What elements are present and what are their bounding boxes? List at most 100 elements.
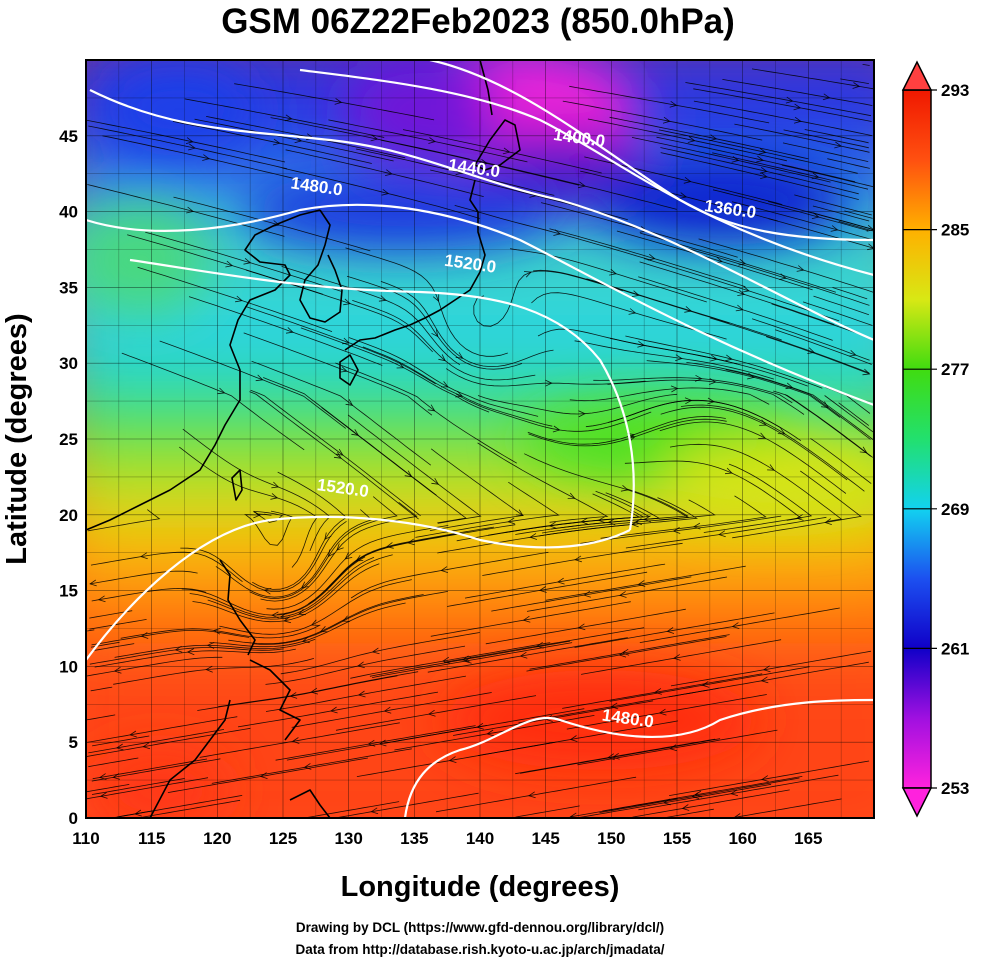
streamline-arrow [303,763,312,770]
y-tick-label: 25 [59,430,78,449]
coast-japan [344,179,486,351]
x-tick-label: 165 [794,829,822,848]
streamline-arrow [385,169,393,176]
streamline [813,295,870,316]
streamline-arrow [793,103,802,111]
streamline [245,269,433,353]
streamline-arrow [186,648,195,656]
streamline [380,281,554,368]
streamline-arrow [662,116,671,124]
streamline [306,801,400,818]
streamline [751,318,870,361]
streamline-arrow [297,608,306,616]
streamline [276,532,462,615]
streamline-arrow [225,260,234,268]
streamline [250,389,421,517]
streamline [181,556,366,616]
streamline-arrow [441,381,449,388]
streamline [587,118,787,162]
streamline [275,725,476,761]
contour-1400 [299,68,874,277]
streamline [732,470,862,539]
streamline [87,716,238,743]
streamline [285,149,484,197]
streamline-arrow [343,298,351,306]
streamline [569,387,770,405]
streamline-arrow [691,792,700,799]
streamline-arrow [522,615,531,623]
streamline [291,692,492,728]
streamline-arrow [289,692,298,699]
streamline [827,158,870,169]
streamline-arrow [679,192,688,199]
streamline-arrow [357,661,365,669]
streamline [120,624,321,639]
streamline [86,656,223,677]
coast-sakhalin [479,60,493,116]
streamline [429,448,524,531]
streamline [464,563,666,599]
streamline-arrow [185,137,194,144]
streamline [658,129,858,174]
colorbar-tick-label: 285 [941,221,969,240]
streamline-arrow [319,626,328,633]
streamline [328,119,528,163]
lat-lon-grid [86,60,874,818]
streamline [265,645,466,685]
streamline [430,601,631,637]
x-axis-label: Longitude (degrees) [341,871,620,903]
streamline-arrow [811,212,820,219]
streamline-arrow [427,404,436,412]
coast-hokkaido [474,119,521,171]
streamline [266,525,449,610]
streamline [444,627,645,663]
streamline-arrow [113,666,122,674]
streamline-arrow [486,729,495,737]
streamline [639,607,840,643]
streamline-arrow [669,100,678,108]
streamline-arrow [619,591,627,598]
streamline [447,571,648,607]
streamline-arrow [681,804,690,811]
x-tick-label: 115 [138,829,165,848]
y-tick-label: 30 [59,354,78,373]
streamline [824,395,874,433]
streamline-arrow [89,579,97,587]
streamline [91,587,207,602]
streamline-arrow [822,93,831,101]
streamline-arrow [142,742,151,750]
streamline [712,189,869,231]
streamline [660,152,859,200]
y-tick-label: 10 [59,657,78,676]
streamline [639,261,835,325]
streamline [348,337,539,417]
streamline [215,509,373,598]
streamline-arrow [371,647,380,655]
streamline-arrow [367,739,376,747]
streamline [437,523,638,554]
streamline [89,619,147,630]
streamline [781,164,874,188]
streamline-arrow [567,492,576,499]
streamline [537,328,737,365]
colorbar-body [902,89,932,789]
streamline [218,671,419,708]
streamline-arrow [760,172,768,179]
streamline [92,758,208,780]
streamline [90,551,243,583]
streamline-arrow [670,385,679,393]
x-tick-label: 130 [334,829,362,848]
streamline [87,184,285,237]
streamline-arrow [432,294,440,303]
streamline-arrow [741,285,750,293]
streamline-arrow [519,651,528,659]
streamline [767,201,874,231]
streamline-arrow [761,775,769,782]
coast-kyushu [339,354,359,386]
streamline-arrow [134,809,142,817]
streamline [270,117,470,160]
streamline [703,463,813,533]
streamline-arrow [725,354,733,362]
x-ticks: 110 115 120 125 130 135 140 145 150 155 160 165 [72,829,822,848]
streamline-arrow [658,708,667,716]
